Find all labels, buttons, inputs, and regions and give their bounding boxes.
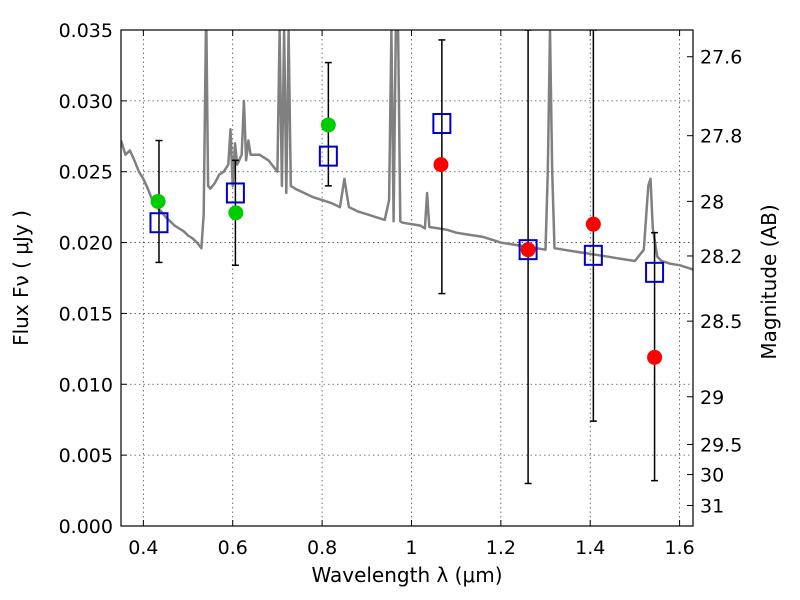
y2-tick-labels: 27.6 27.8 28 28.2 28.5 29 29.5 30 31 [700,47,742,518]
y-tick-label: 0.025 [59,162,113,184]
y2-tick-label: 28.2 [700,246,742,268]
error-bars [155,30,659,485]
y-tick-label: 0.030 [59,91,113,113]
x-tick-label: 0.8 [307,537,337,559]
x-axis-label: Wavelength λ (μm) [311,563,502,587]
y-tick-label: 0.010 [59,374,113,396]
open-square-point [583,244,603,266]
open-square-point [432,113,452,135]
y2-tick-label: 28 [700,191,724,213]
x-tick-label: 1.6 [664,537,694,559]
open-square-point [518,239,538,261]
y2-tick-label: 28.5 [700,311,742,333]
x-tick-labels: 0.4 0.6 0.8 1 1.2 1.4 1.6 [128,537,694,559]
x-tick-label: 1 [405,537,417,559]
model-spectrum [121,30,693,271]
x-tick-label: 0.6 [218,537,248,559]
green-point [150,193,166,209]
y2-tick-label: 27.6 [700,47,742,69]
y2-axis-label: Magnitude (AB) [757,204,781,359]
open-square-point [149,212,169,234]
y2-tick-label: 27.8 [700,126,742,148]
open-square-point [645,261,665,283]
x-tick-label: 0.4 [128,537,158,559]
x-tick-label: 1.4 [575,537,605,559]
red-point [433,157,449,173]
x-tick-label: 1.2 [486,537,516,559]
data-points [149,113,665,365]
y2-tick-label: 29.5 [700,434,742,456]
axis-ticks [121,29,693,527]
red-point [520,242,536,258]
y-tick-label: 0.000 [59,516,113,538]
open-square-point [225,182,245,204]
red-point [647,349,663,365]
y-tick-label: 0.005 [59,445,113,467]
plot-frame [120,29,694,527]
y-tick-label: 0.035 [59,20,113,42]
y2-tick-label: 29 [700,387,724,409]
y-tick-labels: 0.000 0.005 0.010 0.015 0.020 0.025 0.030 0.035 [59,20,113,538]
open-square-point [318,145,338,167]
y-tick-label: 0.020 [59,233,113,255]
red-point [585,216,601,232]
y-tick-label: 0.015 [59,303,113,325]
green-point [320,117,336,133]
green-point [228,205,244,221]
y2-tick-label: 31 [700,496,724,518]
spectrum-line [121,30,693,271]
y2-tick-label: 30 [700,465,724,487]
y-axis-label: Flux Fν ( μJy ) [9,210,33,346]
